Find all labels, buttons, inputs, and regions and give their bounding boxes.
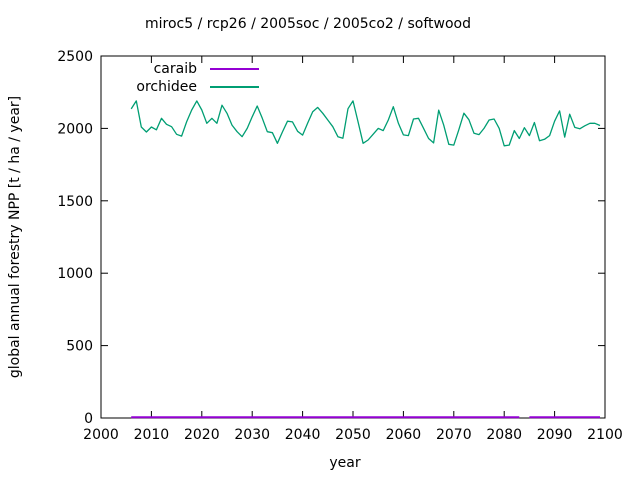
x-tick-label: 2010	[134, 427, 170, 443]
y-tick-label: 1000	[57, 266, 93, 282]
legend-line-caraib	[210, 68, 259, 70]
y-axis-label: global annual forestry NPP [t / ha / yea…	[7, 95, 23, 379]
x-tick-label: 2030	[234, 427, 270, 443]
legend-label-caraib: caraib	[153, 61, 197, 77]
x-tick-label: 2090	[537, 427, 573, 443]
y-tick-label: 0	[84, 411, 93, 427]
legend-label-orchidee: orchidee	[136, 79, 197, 95]
x-axis-label: year	[329, 455, 361, 471]
x-tick-label: 2040	[285, 427, 321, 443]
x-tick-label: 2060	[386, 427, 422, 443]
legend-row-orchidee: orchidee	[101, 78, 259, 96]
plot-border	[100, 55, 606, 419]
y-tick-label: 2000	[57, 121, 93, 137]
legend-line-orchidee	[210, 86, 259, 88]
y-tick-label: 1500	[57, 194, 93, 210]
x-tick-label: 2050	[335, 427, 371, 443]
x-tick-label: 2020	[184, 427, 220, 443]
chart-title: miroc5 / rcp26 / 2005soc / 2005co2 / sof…	[145, 16, 471, 32]
x-tick-label: 2000	[83, 427, 119, 443]
x-tick-label: 2070	[436, 427, 472, 443]
legend-row-caraib: caraib	[101, 60, 259, 78]
y-tick-label: 2500	[57, 49, 93, 65]
series-line-orchidee	[130, 100, 601, 147]
y-tick-label: 500	[66, 339, 93, 355]
x-tick-label: 2100	[587, 427, 623, 443]
x-tick-label: 2080	[486, 427, 522, 443]
legend: caraib orchidee	[101, 60, 259, 96]
